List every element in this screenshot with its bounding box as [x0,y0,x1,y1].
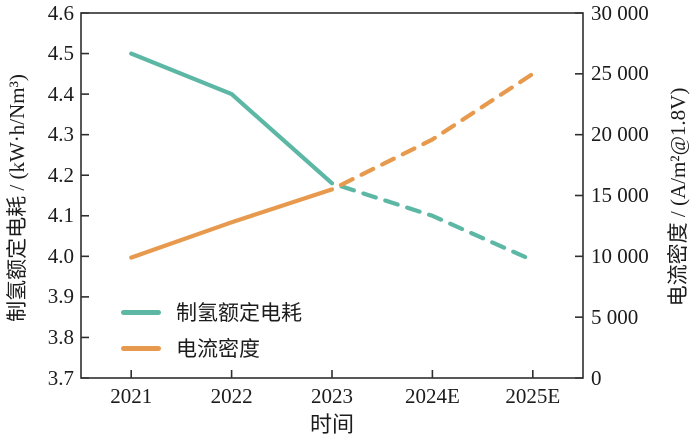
y-right-tick-label: 0 [591,365,602,390]
series-line-teal [329,181,535,263]
y-left-tick-label: 3.8 [47,324,74,349]
y-right-tick-label: 15 000 [591,183,649,207]
y-left-tick-label: 4.2 [47,162,74,187]
y-right-tick-label: 30 000 [591,0,649,25]
x-tick-label: 2025E [505,384,561,408]
y-right-tick-label: 5 000 [591,304,639,329]
y-right-tick-label: 25 000 [591,61,649,86]
y-left-tick-label: 4.4 [47,81,74,106]
legend-label: 电流密度 [176,337,260,361]
x-tick-label: 2021 [110,384,153,408]
y-right-tick-label: 20 000 [591,122,649,147]
series-line-orange [329,71,535,192]
legend: 制氢额定电耗 电流密度 [121,294,302,366]
legend-entry-power-consumption: 制氢额定电耗 [121,294,302,330]
y-left-tick-label: 3.7 [47,365,74,390]
left-axis-label: 制氢额定电耗 / (kW·h/Nm³) [5,74,29,322]
x-axis-label: 时间 [309,412,355,437]
y-right-tick-label: 10 000 [591,243,649,268]
x-tick-label: 2024E [404,384,460,408]
legend-line-orange-icon [121,345,161,351]
y-left-tick-label: 4.5 [47,41,74,66]
legend-entry-current-density: 电流密度 [121,330,302,366]
legend-label: 制氢额定电耗 [176,301,302,325]
y-left-tick-label: 4.1 [47,203,74,228]
x-tick-label: 2023 [311,384,353,408]
legend-line-teal-icon [121,309,161,315]
y-left-tick-label: 3.9 [47,284,74,309]
right-axis-label: 电流密度 / (A/m²@1.8V) [666,87,690,307]
y-left-tick-label: 4.3 [47,122,74,147]
y-left-tick-label: 4.6 [47,0,74,25]
y-left-tick-label: 4.0 [47,243,74,268]
x-tick-label: 2022 [210,384,253,408]
